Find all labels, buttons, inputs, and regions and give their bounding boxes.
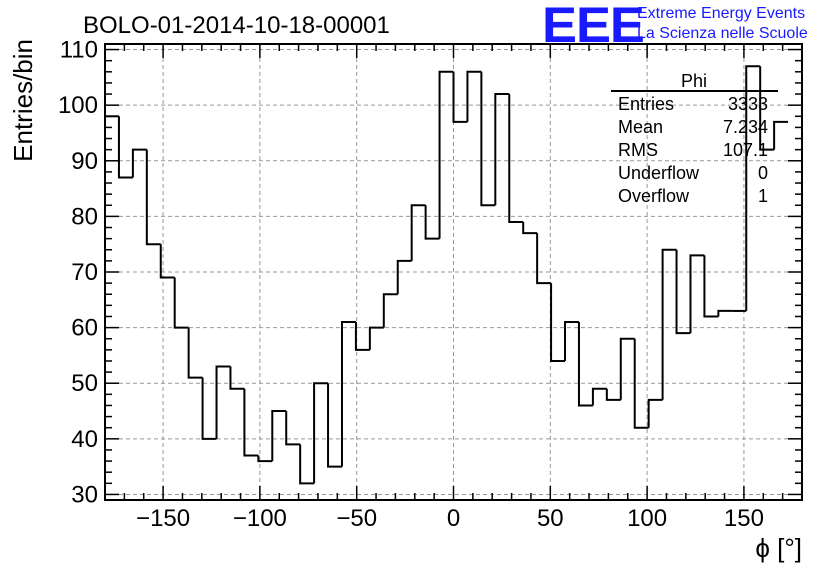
histogram-bin bbox=[633, 338, 649, 429]
histogram-bin bbox=[577, 322, 593, 407]
stats-box-title: Phi bbox=[681, 71, 707, 91]
histogram-bin bbox=[229, 366, 245, 390]
histogram-bin bbox=[745, 65, 761, 311]
x-tick-label: 0 bbox=[447, 505, 460, 532]
histogram-bin bbox=[438, 70, 454, 239]
x-tick-label: 150 bbox=[724, 505, 764, 532]
histogram-bin bbox=[591, 387, 607, 406]
histogram-bin bbox=[187, 327, 203, 379]
histogram-bin bbox=[131, 148, 147, 178]
histogram-bin bbox=[759, 66, 775, 151]
histogram-bin bbox=[717, 309, 733, 317]
eee-logo-line-1: Extreme Energy Events bbox=[637, 5, 806, 22]
histogram-bin bbox=[647, 398, 663, 428]
histogram-bin bbox=[285, 411, 301, 446]
stats-value-overflow: 1 bbox=[758, 186, 768, 206]
stats-label-underflow: Underflow bbox=[618, 163, 700, 183]
histogram-bin bbox=[703, 255, 719, 318]
x-tick-label: −150 bbox=[136, 505, 190, 532]
histogram-bin bbox=[508, 94, 524, 223]
histogram-bin bbox=[424, 205, 440, 240]
y-tick-label: 100 bbox=[58, 92, 98, 119]
histogram-bin bbox=[243, 388, 259, 457]
stats-box: Phi Entries 3333 Mean 7.234 RMS 107.1 Un… bbox=[611, 71, 778, 206]
y-tick-label: 70 bbox=[71, 259, 98, 286]
y-tick-label: 50 bbox=[71, 370, 98, 397]
histogram-bin bbox=[466, 70, 482, 122]
histogram-bin bbox=[675, 249, 691, 335]
eee-logo-line-2: La Scienza nelle Scuole bbox=[637, 25, 808, 42]
eee-logo: EEE Extreme Energy Events La Scienza nel… bbox=[542, 0, 836, 53]
x-tick-label: 100 bbox=[627, 505, 667, 532]
histogram-bin bbox=[327, 383, 342, 468]
histogram-bin bbox=[522, 221, 538, 235]
histogram-bin bbox=[340, 321, 356, 467]
histogram-bin bbox=[257, 455, 273, 463]
stats-value-entries: 3333 bbox=[728, 94, 768, 114]
histogram-bin bbox=[368, 326, 384, 350]
y-tick-label: 30 bbox=[71, 481, 98, 508]
x-axis-label: ϕ [°] bbox=[755, 533, 802, 563]
histogram-bin bbox=[410, 204, 426, 261]
histogram-bin bbox=[145, 149, 161, 246]
y-axis-label: Entries/bin bbox=[8, 39, 38, 162]
histogram-bin bbox=[173, 277, 189, 329]
stats-value-mean: 7.234 bbox=[723, 117, 768, 137]
stats-value-rms: 107.1 bbox=[723, 140, 768, 160]
y-tick-label: 90 bbox=[71, 148, 98, 175]
y-tick-label: 110 bbox=[60, 37, 98, 64]
histogram-bin bbox=[605, 388, 621, 401]
axis-ticks: −150 −100 −50 0 50 100 150 30 40 50 60 70 80 90 100 110 bbox=[58, 37, 803, 532]
stats-value-underflow: 0 bbox=[758, 163, 768, 183]
histogram-bin bbox=[773, 120, 789, 150]
histogram-bin bbox=[159, 244, 175, 279]
stats-label-rms: RMS bbox=[618, 140, 658, 160]
x-tick-label: −100 bbox=[233, 505, 287, 532]
histogram-bin bbox=[215, 365, 231, 439]
y-tick-label: 60 bbox=[71, 315, 98, 342]
histogram-bin bbox=[271, 410, 287, 462]
histogram-bin bbox=[494, 93, 510, 206]
histogram-bin bbox=[382, 293, 398, 328]
eee-logo-mark: EEE bbox=[542, 0, 645, 53]
histogram-bin bbox=[480, 71, 496, 207]
stats-label-entries: Entries bbox=[618, 94, 674, 114]
histogram-bin bbox=[619, 337, 635, 400]
histogram-bin bbox=[299, 444, 315, 485]
grid-lines bbox=[105, 44, 802, 500]
histogram-bin bbox=[452, 71, 468, 123]
histogram-bin bbox=[396, 259, 412, 295]
stats-label-mean: Mean bbox=[618, 117, 663, 137]
y-tick-label: 40 bbox=[71, 426, 98, 453]
histogram-bin bbox=[550, 283, 566, 362]
x-tick-label: 50 bbox=[537, 505, 564, 532]
y-tick-label: 80 bbox=[71, 203, 98, 230]
histogram-bin bbox=[313, 382, 329, 484]
x-tick-label: −50 bbox=[336, 505, 377, 532]
histogram-bin bbox=[536, 233, 552, 285]
histogram-bin bbox=[201, 377, 217, 440]
chart-title: BOLO-01-2014-10-18-00001 bbox=[83, 12, 390, 39]
histogram-bin bbox=[117, 116, 133, 179]
histogram-bin bbox=[354, 322, 370, 351]
stats-label-overflow: Overflow bbox=[618, 186, 690, 206]
histogram-bin bbox=[564, 321, 579, 361]
histogram-bin bbox=[661, 248, 677, 400]
histogram-series bbox=[105, 65, 789, 485]
histogram-bin bbox=[689, 254, 705, 334]
